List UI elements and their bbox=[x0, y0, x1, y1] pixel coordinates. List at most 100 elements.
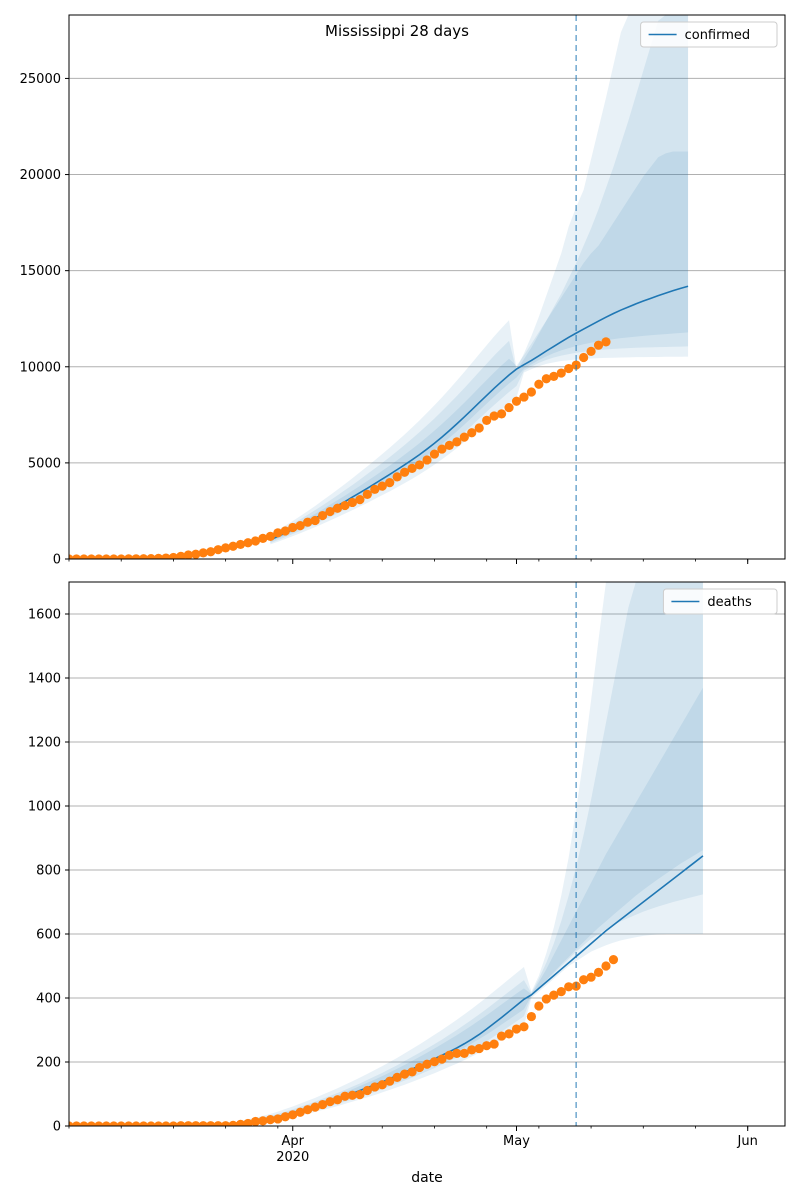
observed-point bbox=[370, 484, 380, 494]
observed-point bbox=[206, 547, 216, 557]
observed-point bbox=[109, 554, 119, 559]
observed-point bbox=[71, 1121, 82, 1126]
observed-point bbox=[504, 402, 514, 413]
observed-point bbox=[146, 1121, 156, 1126]
observed-point bbox=[541, 374, 551, 384]
observed-point bbox=[116, 1121, 126, 1126]
observed-point bbox=[429, 1057, 440, 1067]
observed-point bbox=[482, 1041, 492, 1051]
observed-point bbox=[429, 449, 440, 459]
observed-point bbox=[183, 1121, 193, 1126]
axes-frame bbox=[68, 581, 786, 1127]
observed-point bbox=[586, 346, 596, 356]
legend-box bbox=[640, 21, 778, 48]
observed-point bbox=[355, 495, 365, 505]
observed-point bbox=[295, 520, 305, 531]
y-tick-label: 5000 bbox=[28, 456, 61, 471]
observed-point bbox=[511, 396, 522, 406]
observed-point bbox=[86, 554, 96, 559]
observed-point bbox=[153, 553, 164, 559]
observed-point bbox=[332, 503, 343, 513]
observed-point bbox=[377, 1080, 387, 1090]
y-tick-label: 15000 bbox=[20, 264, 61, 279]
observed-point bbox=[310, 1102, 320, 1112]
observed-point bbox=[161, 553, 171, 559]
observed-point bbox=[310, 515, 320, 526]
observed-point bbox=[131, 1121, 141, 1126]
observed-point bbox=[228, 1120, 238, 1126]
observed-point bbox=[198, 1121, 208, 1126]
observed-point bbox=[317, 510, 328, 521]
observed-point bbox=[377, 481, 387, 491]
observed-point bbox=[474, 423, 484, 433]
observed-point bbox=[467, 1045, 477, 1055]
observed-point bbox=[176, 1121, 186, 1126]
observed-point bbox=[459, 1048, 469, 1058]
observed-point bbox=[79, 554, 89, 559]
observed-point bbox=[206, 1121, 216, 1126]
observed-point bbox=[250, 536, 261, 546]
observed-point bbox=[556, 987, 566, 997]
observed-point bbox=[541, 994, 551, 1004]
uncertainty-band bbox=[270, 15, 689, 545]
observed-point bbox=[534, 379, 544, 389]
observed-point bbox=[422, 455, 432, 465]
observed-point bbox=[489, 411, 499, 421]
observed-point bbox=[295, 1107, 305, 1117]
x-tick-label: May bbox=[503, 1134, 530, 1149]
observed-point bbox=[146, 553, 156, 559]
observed-point bbox=[511, 1024, 522, 1034]
observed-point bbox=[496, 1031, 507, 1041]
x-tick-sublabel: 2020 bbox=[276, 1150, 309, 1165]
observed-point bbox=[109, 1121, 119, 1126]
observed-point bbox=[556, 368, 566, 378]
y-tick-label: 20000 bbox=[20, 168, 61, 183]
observed-point bbox=[534, 1001, 544, 1011]
observed-point bbox=[235, 1119, 246, 1126]
observed-point bbox=[459, 432, 469, 442]
observed-point bbox=[519, 392, 529, 402]
observed-point bbox=[79, 1121, 89, 1126]
observed-point bbox=[94, 554, 104, 559]
observed-point bbox=[564, 363, 574, 374]
observed-point bbox=[564, 982, 574, 992]
observed-point bbox=[176, 551, 186, 559]
observed-point bbox=[265, 531, 275, 541]
y-tick-label: 1200 bbox=[28, 736, 61, 751]
observed-point bbox=[265, 1115, 275, 1125]
observed-point bbox=[94, 1121, 104, 1126]
observed-point bbox=[385, 1076, 395, 1086]
observed-point bbox=[213, 545, 223, 555]
observed-point bbox=[362, 1085, 372, 1096]
observed-point bbox=[288, 1110, 298, 1120]
observed-point bbox=[161, 1121, 171, 1126]
observed-point bbox=[317, 1099, 328, 1110]
observed-point bbox=[71, 554, 82, 559]
axes-frame bbox=[68, 14, 786, 560]
observed-point bbox=[280, 526, 290, 536]
observed-point bbox=[579, 352, 589, 363]
observed-point bbox=[235, 539, 246, 550]
y-tick-label: 0 bbox=[53, 553, 61, 568]
observed-point bbox=[400, 1069, 410, 1079]
x-tick-label: Jun bbox=[737, 1134, 758, 1149]
observed-point bbox=[489, 1039, 499, 1049]
observed-point bbox=[116, 554, 126, 559]
observed-point bbox=[325, 506, 335, 517]
observed-point bbox=[549, 371, 559, 381]
observed-point bbox=[340, 500, 350, 511]
observed-point bbox=[273, 1114, 283, 1124]
observed-point bbox=[243, 1118, 253, 1126]
observed-point bbox=[414, 1062, 425, 1073]
observed-point bbox=[586, 972, 596, 982]
legend-label-confirmed: confirmed bbox=[685, 28, 751, 43]
observed-point bbox=[228, 541, 238, 551]
observed-point bbox=[422, 1059, 432, 1069]
observed-point bbox=[437, 444, 447, 454]
observed-point bbox=[303, 1105, 313, 1115]
observed-point bbox=[526, 1011, 537, 1022]
x-axis-label: date bbox=[411, 1170, 443, 1186]
observed-point bbox=[407, 1067, 417, 1077]
uncertainty-band bbox=[240, 582, 703, 1124]
